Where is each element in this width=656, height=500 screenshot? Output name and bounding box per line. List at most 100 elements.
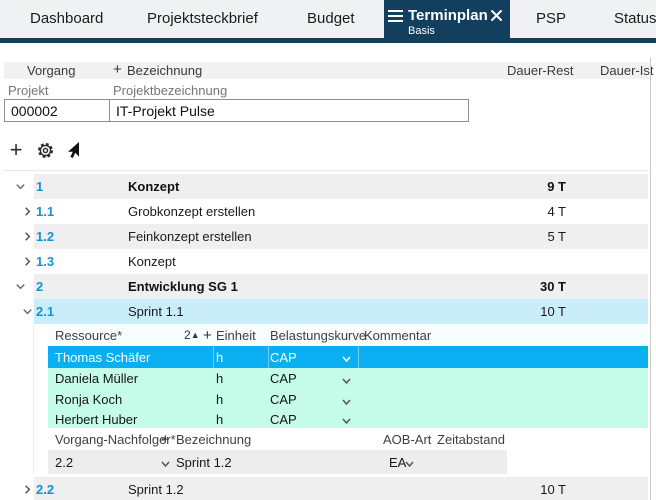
successor-aob-select[interactable]: EA <box>389 454 407 470</box>
dropdown-chevron-icon[interactable] <box>341 374 352 384</box>
task-number: 2.2 <box>36 482 55 497</box>
toolbar: + <box>6 138 84 162</box>
resource-table-header: Ressource* 2 ▲ + Einheit Belastungskurve … <box>48 324 648 346</box>
successor-task-select[interactable]: 2.2 <box>55 454 74 470</box>
col-kommentar[interactable]: Kommentar <box>364 327 432 343</box>
resource-row-selected[interactable]: Thomas Schäfer h CAP <box>48 346 648 368</box>
resource-unit: h <box>216 349 224 365</box>
col-dauer-ist[interactable]: Dauer-Ist <box>600 63 654 78</box>
sort-ascending-icon[interactable]: 2 ▲ <box>184 324 200 346</box>
task-row-1-1[interactable]: 1.1 Grobkonzept erstellen 4 T <box>25 199 648 224</box>
dropdown-chevron-icon[interactable] <box>160 457 171 468</box>
add-row-icon[interactable]: + <box>9 137 23 162</box>
chevron-right-icon[interactable] <box>21 483 35 497</box>
task-number: 1.2 <box>36 229 55 244</box>
successor-name: Sprint 1.2 <box>176 454 232 470</box>
resource-row[interactable]: Ronja Koch h CAP <box>48 389 648 410</box>
active-tab-subtitle: Basis <box>408 25 435 37</box>
settings-gear-icon[interactable] <box>35 139 55 161</box>
task-name: Sprint 1.2 <box>128 482 184 497</box>
chevron-down-icon[interactable] <box>14 280 28 294</box>
sort-order-number: 2 <box>184 328 191 342</box>
resource-unit: h <box>216 392 224 407</box>
grid-column-header: Vorgang + Bezeichnung Dauer-Rest Dauer-I… <box>4 61 653 79</box>
tab-budget[interactable]: Budget <box>307 10 355 27</box>
task-row-1-2[interactable]: 1.2 Feinkonzept erstellen 5 T <box>25 224 648 249</box>
chevron-down-icon[interactable] <box>14 180 28 194</box>
task-row-2[interactable]: 2 Entwicklung SG 1 30 T <box>16 274 648 299</box>
project-name-label: Projektbezeichnung <box>113 83 228 98</box>
project-name-field[interactable] <box>110 100 468 121</box>
task-number: 1.1 <box>36 204 55 219</box>
active-tab-title: Terminplan <box>408 7 488 24</box>
task-duration: 30 T <box>539 279 566 294</box>
col-aob-art[interactable]: AOB-Art <box>383 431 432 447</box>
successor-table-header: Vorgang-Nachfolger* + Bezeichnung AOB-Ar… <box>48 428 648 450</box>
task-row-1[interactable]: 1 Konzept 9 T <box>16 174 648 199</box>
tab-bar: Dashboard Projektsteckbrief Budget PSP S… <box>0 0 656 38</box>
chevron-right-icon[interactable] <box>21 230 35 244</box>
col-einheit[interactable]: Einheit <box>216 327 256 343</box>
task-number: 1.3 <box>36 254 55 269</box>
project-id-field[interactable] <box>5 100 110 121</box>
project-id-label: Projekt <box>8 83 49 98</box>
task-name: Entwicklung SG 1 <box>128 279 238 294</box>
tree-indent-guide <box>33 324 34 474</box>
col-vorgang-nachfolger[interactable]: Vorgang-Nachfolger* <box>55 431 176 447</box>
divider <box>4 170 649 171</box>
resource-curve-select[interactable]: CAP <box>270 349 297 365</box>
chevron-down-icon[interactable] <box>21 305 35 319</box>
pointer-select-icon[interactable] <box>64 139 84 161</box>
task-duration: 9 T <box>547 179 566 194</box>
task-duration: 10 T <box>540 304 566 319</box>
task-row-2-2[interactable]: 2.2 Sprint 1.2 10 T <box>25 477 648 500</box>
chevron-right-icon[interactable] <box>21 255 35 269</box>
add-column-icon[interactable]: + <box>113 61 122 78</box>
resource-name: Herbert Huber <box>55 411 138 427</box>
task-name: Feinkonzept erstellen <box>128 229 252 244</box>
successor-row[interactable]: 2.2 Sprint 1.2 EA <box>48 450 507 474</box>
col-dauer-rest[interactable]: Dauer-Rest <box>507 63 574 78</box>
project-input-group <box>4 99 469 122</box>
resource-curve-select[interactable]: CAP <box>270 411 297 427</box>
tab-terminplan-active[interactable]: Terminplan Basis <box>384 0 510 43</box>
dropdown-chevron-icon[interactable] <box>341 395 352 405</box>
task-row-2-1[interactable]: 2.1 Sprint 1.1 10 T <box>23 299 648 324</box>
task-number: 1 <box>36 179 44 194</box>
resource-row[interactable]: Herbert Huber h CAP <box>48 410 648 428</box>
task-name: Konzept <box>128 179 180 194</box>
col-vorgang[interactable]: Vorgang <box>27 63 76 78</box>
resource-name: Thomas Schäfer <box>55 349 151 365</box>
table-right-border <box>650 58 651 500</box>
task-number: 2 <box>36 279 44 294</box>
chevron-right-icon[interactable] <box>21 205 35 219</box>
add-resource-icon[interactable]: + <box>203 326 212 344</box>
tab-dashboard[interactable]: Dashboard <box>30 10 104 27</box>
task-row-1-3[interactable]: 1.3 Konzept <box>25 249 648 274</box>
resource-name: Ronja Koch <box>55 392 123 407</box>
task-duration: 5 T <box>547 229 566 244</box>
tab-projektsteckbrief[interactable]: Projektsteckbrief <box>147 10 258 27</box>
resource-curve-select[interactable]: CAP <box>270 371 297 386</box>
task-name: Konzept <box>128 254 176 269</box>
col-bezeichnung[interactable]: Bezeichnung <box>176 431 252 447</box>
col-bezeichnung[interactable]: Bezeichnung <box>127 63 203 78</box>
hamburger-icon[interactable] <box>388 10 403 22</box>
dropdown-chevron-icon[interactable] <box>404 457 415 468</box>
tab-status[interactable]: Status <box>614 10 656 27</box>
dropdown-chevron-icon[interactable] <box>341 352 352 363</box>
add-successor-icon[interactable]: + <box>161 430 170 448</box>
col-belastungskurve[interactable]: Belastungskurve <box>270 327 367 343</box>
resource-curve-select[interactable]: CAP <box>270 392 297 407</box>
resource-unit: h <box>216 411 224 427</box>
col-zeitabstand[interactable]: Zeitabstand <box>437 431 505 447</box>
tab-psp[interactable]: PSP <box>536 10 567 27</box>
col-ressource[interactable]: Ressource* <box>55 327 123 343</box>
sort-arrow: ▲ <box>190 330 200 340</box>
task-name: Grobkonzept erstellen <box>128 204 256 219</box>
resource-row[interactable]: Daniela Müller h CAP <box>48 368 648 389</box>
task-duration: 10 T <box>540 482 566 497</box>
resource-name: Daniela Müller <box>55 371 139 386</box>
close-icon[interactable] <box>490 9 503 22</box>
dropdown-chevron-icon[interactable] <box>341 414 352 425</box>
